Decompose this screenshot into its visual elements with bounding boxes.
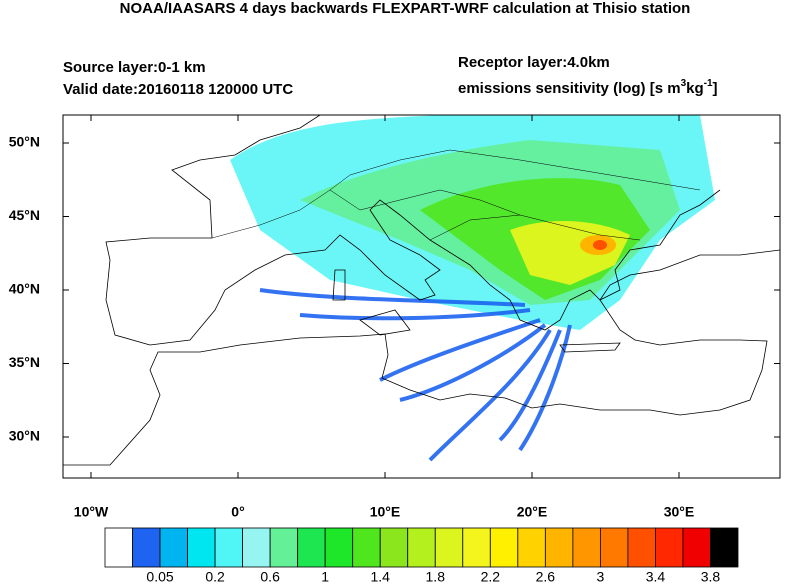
lon-label: 30°E — [664, 504, 695, 520]
colorbar-label: 3 — [596, 569, 604, 585]
map-frame — [62, 114, 781, 479]
colorbar-box — [132, 527, 161, 568]
units-sup: 3 — [681, 78, 687, 89]
colorbar-label: 3.4 — [646, 569, 666, 585]
lat-label: 30°N — [9, 428, 40, 444]
colorbar-label: 0.2 — [205, 569, 225, 585]
colorbar-box — [572, 527, 601, 568]
colorbar-box — [214, 527, 244, 568]
colorbar-label: 2.6 — [536, 569, 556, 585]
colorbar-label: 3.8 — [701, 569, 721, 585]
units-text: emissions sensitivity (log) [s m — [458, 80, 681, 97]
colorbar-box — [544, 527, 574, 568]
colorbar-box — [682, 527, 711, 568]
map-area — [63, 115, 780, 466]
plume-streaks — [259, 288, 572, 462]
units-sup: -1 — [704, 78, 713, 89]
colorbar-box — [159, 527, 188, 568]
colorbar-box — [324, 527, 354, 568]
lon-label: 10°E — [370, 504, 401, 520]
lat-label: 50°N — [9, 134, 40, 150]
colorbar-box — [434, 527, 464, 568]
colorbar-box — [352, 527, 381, 568]
plume — [593, 240, 607, 250]
colorbar-box — [627, 527, 656, 568]
lat-label: 40°N — [9, 281, 40, 297]
colorbar-box — [407, 527, 436, 568]
colorbar-box — [599, 527, 629, 568]
colorbar-box — [269, 527, 299, 568]
colorbar-box — [242, 527, 271, 568]
units-text: kg — [686, 80, 704, 97]
colorbar-box — [379, 527, 409, 568]
colorbar-label: 0.05 — [146, 569, 173, 585]
colorbar-box — [297, 527, 326, 568]
colorbar-label: 2.2 — [481, 569, 501, 585]
colorbar-label: 0.6 — [260, 569, 280, 585]
colorbar-box — [462, 527, 491, 568]
lon-label: 20°E — [517, 504, 548, 520]
colorbar-box — [710, 527, 739, 568]
colorbar-box — [517, 527, 546, 568]
colorbar-box — [489, 527, 519, 568]
lat-label: 35°N — [9, 354, 40, 370]
colorbar-label: 1.4 — [370, 569, 390, 585]
receptor-layer: Receptor layer:4.0km — [458, 54, 610, 71]
title: NOAA/IAASARS 4 days backwards FLEXPART-W… — [120, 0, 691, 17]
lon-label: 0° — [231, 504, 244, 520]
lon-label: 10°W — [74, 504, 109, 520]
source-layer: Source layer:0-1 km — [63, 59, 206, 76]
colorbar-label: 1 — [321, 569, 329, 585]
colorbar-label: 1.8 — [426, 569, 446, 585]
lat-label: 45°N — [9, 207, 40, 223]
colorbar-box — [187, 527, 216, 568]
units-label: emissions sensitivity (log) [s m3kg-1] — [458, 78, 718, 97]
valid-date: Valid date:20160118 120000 UTC — [63, 81, 293, 98]
colorbar-box — [104, 527, 133, 568]
colorbar-box — [655, 527, 684, 568]
units-text: ] — [713, 80, 718, 97]
